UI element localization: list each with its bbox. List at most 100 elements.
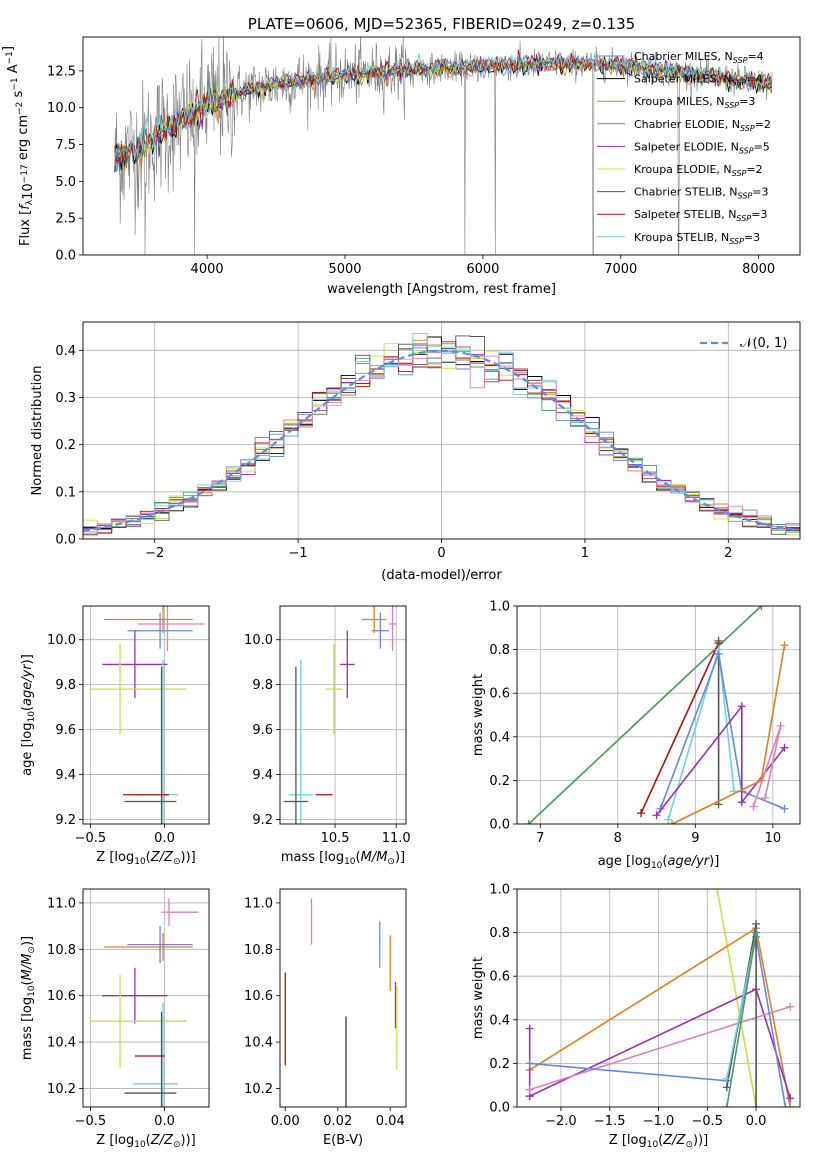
weight-vs-Z-ytick-label: 0.8 bbox=[489, 926, 510, 941]
age-vs-Z-ytick-label: 10.0 bbox=[47, 633, 76, 648]
spectrum-ylabel: Flux [fλ10−17 erg cm−2 s−1 A−1] bbox=[1, 46, 36, 246]
spectrum-ytick-label: 12.5 bbox=[47, 64, 76, 79]
errorbar-point bbox=[124, 1011, 177, 1107]
weight-vs-age-ytick-label: 0.6 bbox=[489, 687, 510, 702]
legend-label: Chabrier MILES, NSSP=4 bbox=[634, 50, 764, 65]
spectrum-ytick-label: 5.0 bbox=[55, 175, 76, 190]
age-vs-Z-ytick-label: 9.8 bbox=[55, 678, 76, 693]
legend-label: Salpeter ELODIE, NSSP=5 bbox=[634, 140, 770, 155]
weight-marker bbox=[752, 928, 761, 937]
weight-marker bbox=[737, 798, 746, 807]
weight-marker bbox=[525, 1024, 534, 1033]
age-vs-mass-ytick-label: 10.0 bbox=[244, 633, 273, 648]
age-vs-Z-ytick-label: 9.6 bbox=[55, 723, 76, 738]
mass-vs-ebv-axes: 0.00 0.02 0.04 10.2 10.4 10.6 10.8 11.0 bbox=[244, 896, 405, 1129]
spectrum-ytick-label: 7.5 bbox=[55, 138, 76, 153]
weight-marker bbox=[637, 809, 646, 818]
weight-vs-Z-xtick-label: −0.5 bbox=[692, 1114, 724, 1129]
residual-histograms bbox=[83, 333, 800, 536]
residuals-ytick-label: 0.3 bbox=[55, 391, 76, 406]
weight-marker bbox=[737, 702, 746, 711]
weight-marker bbox=[757, 606, 766, 610]
mass-vs-Z-frame bbox=[82, 888, 210, 1108]
weight-marker bbox=[749, 802, 758, 811]
weight-vs-Z-xlabel: Z [log10(Z/Z⊙))] bbox=[609, 1133, 708, 1150]
residuals-xtick-label: 0 bbox=[437, 546, 445, 561]
age-vs-Z-ytick-label: 9.2 bbox=[55, 813, 76, 828]
weight-marker bbox=[722, 1103, 731, 1107]
mass-vs-Z-ytick-label: 10.6 bbox=[47, 989, 76, 1004]
spectrum-axes: 4000 5000 6000 7000 8000 0.0 2.5 5.0 7.5 10.0 12.5 bbox=[47, 64, 775, 277]
weight-line bbox=[640, 642, 720, 814]
weight-line bbox=[752, 725, 782, 807]
legend-label: Salpeter MILES, NSSP=4 bbox=[634, 73, 763, 88]
residuals-ytick-label: 0.2 bbox=[55, 438, 76, 453]
residuals-xtick-label: −2 bbox=[145, 546, 164, 561]
spectrum-xtick-label: 7000 bbox=[604, 262, 637, 277]
weight-vs-age-frame bbox=[516, 605, 801, 825]
weight-marker bbox=[761, 793, 770, 802]
weight-marker bbox=[780, 743, 789, 752]
age-vs-Z-xtick-label: −0.5 bbox=[75, 831, 107, 846]
mass-vs-Z-xlabel: Z [log10(Z/Z⊙))] bbox=[96, 1133, 195, 1150]
weight-vs-Z-ylabel: mass weight bbox=[471, 957, 486, 1039]
errorbar-point bbox=[283, 666, 309, 824]
spectrum-ytick-label: 0.0 bbox=[55, 249, 76, 264]
residuals-legend: 𝒩(0, 1) bbox=[700, 336, 787, 351]
mass-vs-Z-xtick-label: −0.5 bbox=[75, 1114, 107, 1129]
mass-vs-Z-xtick-label: 0.0 bbox=[154, 1114, 175, 1129]
legend-label: 𝒩(0, 1) bbox=[740, 336, 787, 351]
mass-vs-ebv-xtick-label: 0.04 bbox=[376, 1114, 405, 1129]
errorbar-point bbox=[133, 1002, 178, 1107]
weight-vs-age-xtick-label: 8 bbox=[614, 831, 622, 846]
residual-histogram-step bbox=[83, 341, 800, 536]
weight-line bbox=[659, 650, 785, 810]
age-vs-Z-points bbox=[90, 606, 205, 824]
weight-marker bbox=[786, 1094, 795, 1103]
weight-line bbox=[655, 703, 786, 816]
weight-line bbox=[529, 1005, 791, 1091]
residuals-frame bbox=[82, 321, 801, 540]
errorbar-point bbox=[124, 666, 177, 824]
mass-vs-Z-ytick-label: 10.4 bbox=[47, 1036, 76, 1051]
mass-vs-ebv-xtick-label: 0.00 bbox=[271, 1114, 300, 1129]
weight-marker bbox=[713, 889, 722, 893]
weight-line bbox=[726, 932, 757, 1107]
errorbar-point bbox=[90, 974, 187, 1068]
residuals-xtick-label: −1 bbox=[289, 546, 308, 561]
spectrum-xtick-label: 5000 bbox=[328, 262, 361, 277]
age-vs-mass-ytick-label: 9.6 bbox=[252, 723, 273, 738]
weight-marker bbox=[780, 641, 789, 650]
residuals-ytick-label: 0.0 bbox=[55, 533, 76, 548]
age-vs-mass-xtick-label: 11.0 bbox=[382, 831, 411, 846]
weight-marker bbox=[781, 1103, 790, 1107]
mass-vs-Z-points bbox=[90, 898, 199, 1107]
errorbar-point bbox=[90, 644, 187, 735]
weight-marker bbox=[786, 1002, 795, 1011]
weight-vs-Z-ytick-label: 1.0 bbox=[489, 883, 510, 898]
age-vs-mass-axes: 10.5 11.0 9.2 9.4 9.6 9.8 10.0 bbox=[244, 606, 411, 846]
mass-vs-Z-axes: −0.5 0.0 10.2 10.4 10.6 10.8 11.0 bbox=[47, 889, 209, 1129]
weight-vs-age-xtick-label: 10 bbox=[765, 831, 782, 846]
errorbar-point bbox=[102, 630, 168, 699]
residuals-ytick-label: 0.1 bbox=[55, 485, 76, 500]
errorbar-point bbox=[339, 630, 355, 699]
age-vs-mass-xtick-label: 10.5 bbox=[321, 831, 350, 846]
age-vs-Z-frame bbox=[82, 605, 210, 825]
weight-vs-age-ytick-label: 0.4 bbox=[489, 730, 510, 745]
weight-vs-age-xtick-label: 7 bbox=[536, 831, 544, 846]
weight-line bbox=[667, 649, 735, 820]
weight-vs-Z-ytick-label: 0.2 bbox=[489, 1057, 510, 1072]
spectrum-ytick-label: 10.0 bbox=[47, 101, 76, 116]
residuals-xtick-label: 2 bbox=[724, 546, 732, 561]
mass-vs-Z-ylabel: mass [log10(M/M⊙)] bbox=[20, 936, 37, 1060]
mass-vs-ebv-frame bbox=[279, 888, 407, 1108]
weight-vs-age-ytick-label: 0.8 bbox=[489, 643, 510, 658]
errorbar-point bbox=[161, 898, 199, 927]
age-vs-mass-ytick-label: 9.8 bbox=[252, 678, 273, 693]
errorbar-point bbox=[361, 606, 387, 633]
weight-vs-Z-ytick-label: 0.6 bbox=[489, 970, 510, 985]
residuals-ytick-label: 0.4 bbox=[55, 344, 76, 359]
mass-vs-Z-ytick-label: 10.8 bbox=[47, 943, 76, 958]
